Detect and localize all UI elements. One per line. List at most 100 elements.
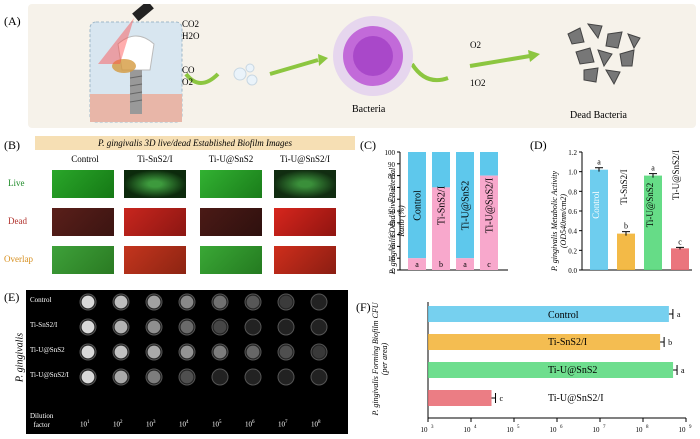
d-cat-ti-sns2-i: Ti-SnS2/I <box>619 169 629 205</box>
bacteria-cell <box>333 16 413 96</box>
singlet-oxygen-label: 1O2 <box>470 78 486 88</box>
dilution-tick-label: 104 <box>179 420 189 429</box>
colony-growth <box>312 345 326 359</box>
c-bar-dead <box>432 187 450 270</box>
dead-bacteria-fragments <box>567 23 641 86</box>
dilution-tick-label: 108 <box>311 420 321 429</box>
c-bar-live <box>480 152 498 176</box>
d-letter: b <box>624 222 628 231</box>
col-control: Control <box>71 154 99 164</box>
col-ti-sns2-i: Ti-SnS2/I <box>137 154 173 164</box>
col-ti-u-sns2: Ti-U@SnS2 <box>208 154 254 164</box>
d-tick-label: 1.2 <box>568 149 577 157</box>
f-tick-exp: 9 <box>689 425 692 430</box>
o2-label: O2 <box>470 40 481 50</box>
f-letter: a <box>681 366 685 375</box>
d-tick-label: 0.4 <box>568 228 577 236</box>
panel-c-label: (C) <box>360 138 376 152</box>
row-dead: Dead <box>8 216 27 226</box>
dilution-tick-label: 106 <box>245 420 255 429</box>
panel-f-label: (F) <box>356 300 371 314</box>
tile-overlap-control <box>52 246 114 274</box>
c-bar-live <box>408 152 426 259</box>
c-bar-live <box>456 152 474 259</box>
panel-a-label: (A) <box>4 14 21 28</box>
f-tick-exp: 8 <box>646 425 649 430</box>
chem-inputs: CO2 H2O <box>182 18 200 42</box>
f-tick-exp: 3 <box>431 425 434 430</box>
d-cat-ti-u-sns2: Ti-U@SnS2 <box>645 182 655 228</box>
c-cat-ti-sns2-i: Ti-SnS2/I <box>436 185 448 226</box>
colony-growth <box>147 345 161 359</box>
e-row-ti-sns2-i: Ti-SnS2/I <box>30 321 58 329</box>
d-tick-label: 1.0 <box>568 169 577 177</box>
c-tick-label: 0 <box>392 267 396 275</box>
plate-spot <box>178 368 196 386</box>
f-cat-control: Control <box>548 310 579 321</box>
plate-image <box>26 290 348 434</box>
colony-growth <box>180 345 194 359</box>
f-bar <box>428 334 661 350</box>
plate-spot <box>277 293 295 311</box>
d-tick-label: 0.0 <box>568 267 577 275</box>
tile-dead-ti-u-sns2-i <box>274 208 336 236</box>
f-tick-exp: 6 <box>560 425 563 430</box>
f-tick-exp: 5 <box>517 425 520 430</box>
d-tick-label: 0.8 <box>568 188 577 196</box>
e-row-control: Control <box>30 296 52 304</box>
plate-spot <box>244 368 262 386</box>
plate-spot <box>244 318 262 336</box>
plate-spot <box>211 368 229 386</box>
f-tick-label: 10 <box>421 426 429 434</box>
colony-growth <box>81 320 95 334</box>
f-tick-label: 10 <box>507 426 515 434</box>
dilution-tick-label: 105 <box>212 420 222 429</box>
dilution-tick-label: 103 <box>146 420 156 429</box>
laser-pointer <box>132 4 154 22</box>
colony-growth <box>114 320 128 334</box>
panel-b-title: P. gingivalis 3D live/dead Established B… <box>35 136 355 150</box>
chem-o2: O2 <box>182 77 193 87</box>
colony-growth <box>114 345 128 359</box>
c-tick-label: 30 <box>388 232 396 240</box>
panel-b-label: (B) <box>4 138 20 152</box>
colony-growth <box>147 295 161 309</box>
f-tick-exp: 7 <box>603 425 606 430</box>
f-tick-label: 10 <box>464 426 472 434</box>
f-tick-exp: 4 <box>474 425 477 430</box>
row-live: Live <box>8 178 25 188</box>
d-bar <box>671 248 689 270</box>
c-letter: c <box>487 260 491 269</box>
f-cat-ti-sns2-i: Ti-SnS2/I <box>548 337 588 348</box>
c-bar-dead <box>480 175 498 270</box>
col-ti-u-sns2-i: Ti-U@SnS2/I <box>280 154 330 164</box>
d-bar <box>590 169 608 270</box>
c-tick-label: 40 <box>388 220 396 228</box>
scheme-illustration <box>89 4 641 123</box>
bacteria-label: Bacteria <box>352 104 386 115</box>
plate-spots <box>79 293 328 386</box>
plate-spot <box>244 343 262 361</box>
f-tick-label: 10 <box>636 426 644 434</box>
plate-spot <box>310 293 328 311</box>
f-cat-ti-u-sns2-i: Ti-U@SnS2/I <box>548 393 604 404</box>
d-cat-control: Control <box>591 191 601 219</box>
f-tick-label: 10 <box>550 426 558 434</box>
tile-live-control <box>52 170 114 198</box>
f-tick-label: 10 <box>679 426 687 434</box>
d-letter: a <box>597 158 601 167</box>
f-letter: c <box>500 394 504 403</box>
c-tick-label: 90 <box>388 161 396 169</box>
dilution-tick-label: 102 <box>113 420 123 429</box>
tile-overlap-ti-u-sns2-i <box>274 246 336 274</box>
tile-overlap-ti-sns2-i <box>124 246 186 274</box>
colony-growth <box>81 370 95 384</box>
f-cat-ti-u-sns2: Ti-U@SnS2 <box>548 365 598 376</box>
colony-growth <box>213 320 227 334</box>
c-cat-ti-u-sns2-i: Ti-U@SnS2/I <box>484 177 496 234</box>
plate-spot <box>310 343 328 361</box>
colony-growth <box>180 295 194 309</box>
dead-bacteria-label: Dead Bacteria <box>570 110 627 121</box>
plate-spot <box>211 318 229 336</box>
